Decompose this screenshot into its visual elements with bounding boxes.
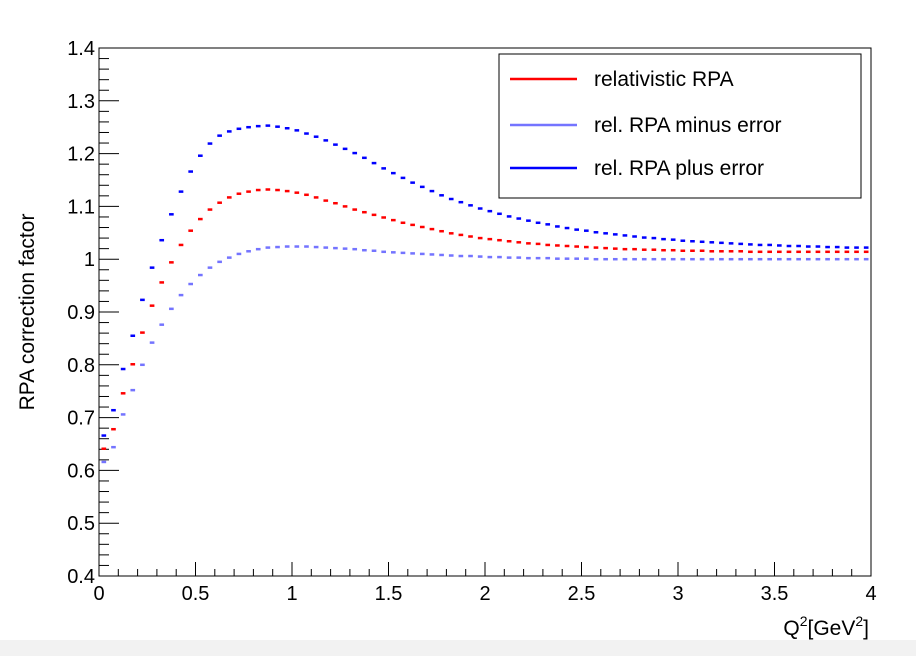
legend: relativistic RPA rel. RPA minus error re…: [498, 53, 862, 199]
x-tick-label-3: 3: [672, 583, 683, 605]
bottom-strip: [0, 640, 916, 656]
legend-label-relativistic-rpa: relativistic RPA: [594, 68, 734, 91]
y-tick-label-1-2: 1.2: [67, 144, 95, 166]
data-series: [101, 124, 869, 464]
y-tick-label-0-4: 0.4: [67, 566, 95, 588]
x-tick-label-2: 2: [479, 583, 490, 605]
series-1: [101, 245, 869, 464]
x-tick-label-1-5: 1.5: [375, 583, 403, 605]
x-tick-label-3-5: 3.5: [761, 583, 789, 605]
x-axis-title-unit-close: ]: [863, 617, 869, 640]
x-axis-title-sup-1: 2: [800, 613, 808, 629]
y-tick-label-0-7: 0.7: [67, 408, 95, 430]
y-tick-label-0-6: 0.6: [67, 460, 95, 482]
y-tick-label-1-4: 1.4: [67, 38, 95, 60]
x-tick-label-0: 0: [93, 583, 104, 605]
x-axis-title: Q2[GeV2]: [783, 613, 869, 640]
x-axis-title-unit-open: [GeV: [808, 617, 856, 640]
x-tick-label-2-5: 2.5: [568, 583, 596, 605]
x-tick-label-0-5: 0.5: [182, 583, 210, 605]
y-tick-label-0-5: 0.5: [67, 513, 95, 535]
legend-label-minus-error: rel. RPA minus error: [594, 114, 782, 137]
axis-ticks: 0 0.5 1 1.5 2 2.5 3 3.5 4 0.4 0.5 0.6 0.7 0.8 0.9 1 1.1 1…: [67, 38, 876, 605]
y-tick-label-1-3: 1.3: [67, 91, 95, 113]
x-axis-title-q: Q: [783, 617, 799, 640]
series-0: [101, 188, 869, 451]
y-axis-title: RPA correction factor: [16, 214, 39, 411]
y-tick-label-0-9: 0.9: [67, 302, 95, 324]
y-tick-label-0-8: 0.8: [67, 355, 95, 377]
y-tick-label-1: 1: [84, 249, 95, 271]
y-tick-label-1-1: 1.1: [67, 196, 95, 218]
x-tick-label-1: 1: [286, 583, 297, 605]
series-2: [101, 124, 869, 437]
x-tick-label-4: 4: [865, 583, 876, 605]
x-axis-title-sup-2: 2: [855, 613, 863, 629]
legend-label-plus-error: rel. RPA plus error: [594, 157, 764, 180]
